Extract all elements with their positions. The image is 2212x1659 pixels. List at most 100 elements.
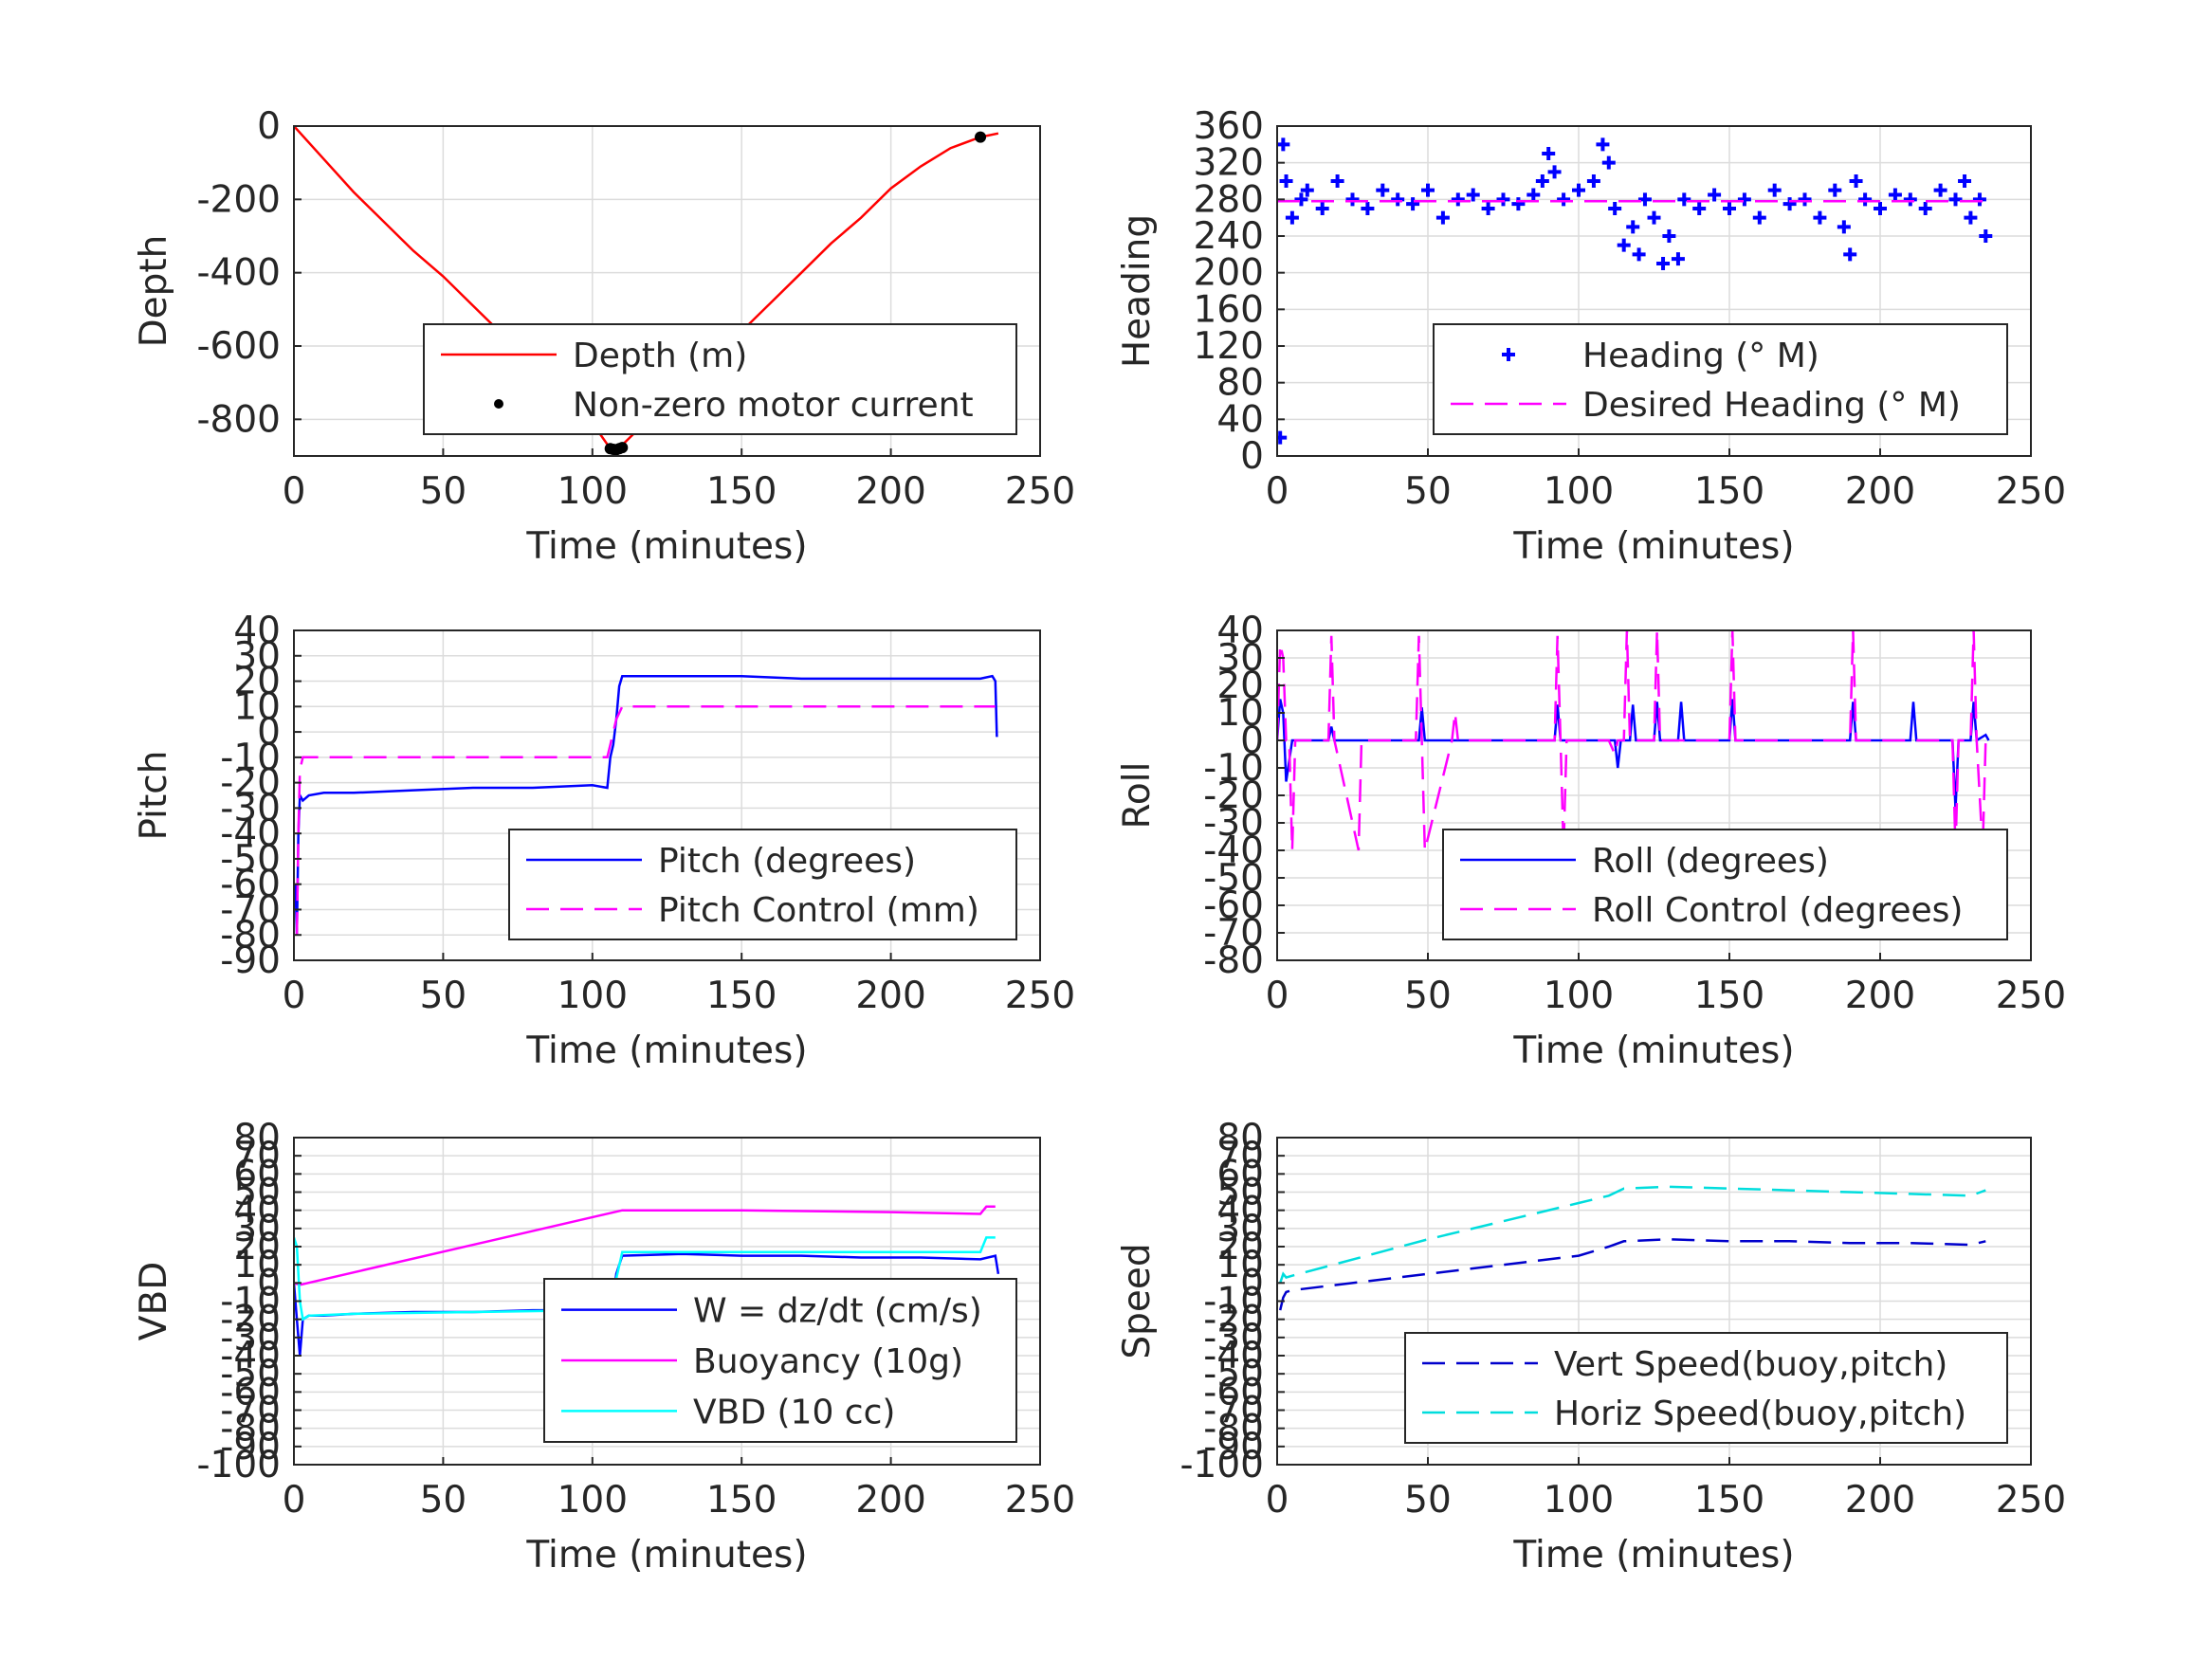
roll-xtick-label: 150 [1694,975,1764,1017]
heading-series-0-point [1958,174,1972,188]
speed-series-1-line [1279,1185,1986,1284]
speed-data-layer [1278,1185,1986,1311]
vbd-xtick-label: 100 [558,1479,628,1522]
vbd-chart: 0 50 100 150 200 250-100-90-80-70-60-50-40-30… [133,1117,1075,1577]
pitch-xtick-label: 50 [420,975,467,1017]
heading-legend-swatch [1502,348,1515,361]
vbd-ytick-label: 0 [257,1262,281,1304]
vbd-xlabel: Time (minutes) [525,1534,807,1577]
heading-series-0-point [1601,155,1616,170]
heading-series-0-point [1782,197,1797,211]
heading-legend-box [1433,323,2008,435]
roll-ytick-label: -30 [1203,802,1264,845]
heading-series-0-point [1874,202,1887,215]
pitch-xlabel: Time (minutes) [525,1030,807,1072]
vbd-ytick-label: 20 [233,1226,281,1268]
heading-legend-label: Heading (° M) [1582,337,1819,375]
speed-legend: Vert Speed(buoy,pitch) Horiz Speed(buoy,p… [1404,1332,2008,1444]
roll-ytick-label: 20 [1216,665,1264,707]
vbd-ytick-label: 50 [233,1172,281,1214]
heading-series-0-point [1451,192,1465,207]
roll-xtick-label: 50 [1404,975,1452,1017]
depth-xtick-label: 50 [420,470,467,513]
heading-xtick-label: 0 [1266,470,1289,513]
pitch-ytick-label: -70 [220,888,281,931]
speed-ytick-label: 60 [1216,1153,1264,1195]
vbd-ytick-label: 80 [233,1117,281,1159]
vbd-ylabel: VBD [133,1262,175,1340]
pitch-ytick-label: 40 [233,610,281,652]
depth-chart: 0 50 100 150 200 250 -800 -600 -400 -200 0 Time (mi… [133,105,1075,568]
depth-legend: Depth (m) Non-zero motor current [423,323,1017,435]
pitch-legend: Pitch (degrees) Pitch Control (mm) [508,829,1017,940]
speed-ytick-label: -50 [1203,1353,1264,1395]
vbd-ytick-label: -50 [220,1353,281,1395]
roll-ytick-label: 10 [1216,692,1264,735]
depth-xtick-label: 200 [855,470,925,513]
vbd-legend-label: VBD (10 cc) [693,1393,895,1431]
pitch-xtick-label: 100 [558,975,628,1017]
heading-series-0-point [1662,229,1676,243]
pitch-ytick-label: 20 [233,661,281,703]
heading-series-0-point [1361,202,1375,215]
vbd-ytick-label: -40 [220,1335,281,1377]
heading-series-0-point [1918,202,1932,215]
roll-ytick-label: -80 [1203,939,1264,982]
heading-series-0-point [1708,188,1722,202]
heading-series-0-point [1671,252,1685,266]
vbd-ytick-label: 70 [233,1135,281,1177]
pitch-chart: 0 50 100 150 200 250-90-80-70-60-50-40-30-20-… [133,610,1075,1072]
vbd-ytick-label: -100 [196,1444,281,1486]
heading-series-0-point [1542,147,1556,160]
heading-ytick-label: 80 [1216,362,1264,405]
heading-series-0-point [1294,192,1308,207]
depth-ytick-label: -600 [196,325,281,368]
vbd-legend-label: Buoyancy (10g) [693,1342,963,1381]
heading-series-0-point [1572,183,1585,197]
pitch-xtick-label: 200 [855,975,925,1017]
heading-legend: Heading (° M) Desired Heading (° M) [1433,323,2008,435]
roll-ytick-label: 40 [1216,610,1264,652]
heading-xtick-label: 200 [1845,470,1915,513]
roll-xtick-label: 100 [1544,975,1614,1017]
vbd-xtick-label: 250 [1005,1479,1075,1522]
vbd-legend-label: W = dz/dt (cm/s) [693,1292,982,1331]
heading-series-0-point [1608,202,1622,215]
heading-series-0-point [1626,220,1640,234]
vbd-ytick-label: 60 [233,1153,281,1195]
pitch-data-layer [294,674,998,936]
heading-ytick-label: 280 [1194,178,1264,221]
speed-legend-label: Horiz Speed(buoy,pitch) [1554,1395,1966,1433]
heading-ytick-label: 240 [1194,215,1264,258]
pitch-ylabel: Pitch [133,751,175,841]
pitch-legend-label: Pitch Control (mm) [658,891,979,930]
heading-series-0-point [1586,174,1600,188]
speed-xtick-label: 200 [1845,1479,1915,1522]
pitch-ytick-label: -50 [220,838,281,881]
pitch-ytick-label: -30 [220,787,281,830]
depth-series-1-point [975,131,987,143]
depth-xtick-label: 250 [1005,470,1075,513]
heading-series-0-point [1526,188,1541,202]
depth-xtick-label: 150 [706,470,777,513]
heading-series-0-point [1752,210,1766,225]
pitch-legend-label: Pitch (degrees) [658,842,916,881]
heading-series-0-point [1285,210,1299,225]
roll-legend-box [1442,829,2008,940]
pitch-series-0-line [294,674,998,936]
heading-series-0-point [1903,192,1917,207]
pitch-xtick-label: 150 [706,975,777,1017]
speed-chart: 0 50 100 150 200 250-100-90-80-70-60-50-40-30… [1116,1117,2066,1577]
heading-series-0-point [1596,137,1610,152]
heading-series-0-point [1798,192,1812,207]
heading-series-0-point [1647,210,1661,225]
speed-ytick-label: 10 [1216,1244,1264,1286]
speed-ytick-label: -70 [1203,1390,1264,1432]
heading-chart: 0 50 100 150 200 2500408012016020024028032036… [1116,105,2066,568]
heading-ytick-label: 40 [1216,398,1264,441]
heading-series-0-point [1376,183,1390,197]
depth-xlabel: Time (minutes) [525,525,807,568]
heading-series-0-point [1632,247,1646,262]
vbd-ytick-label: -30 [220,1317,281,1359]
speed-ytick-label: -60 [1203,1371,1264,1413]
